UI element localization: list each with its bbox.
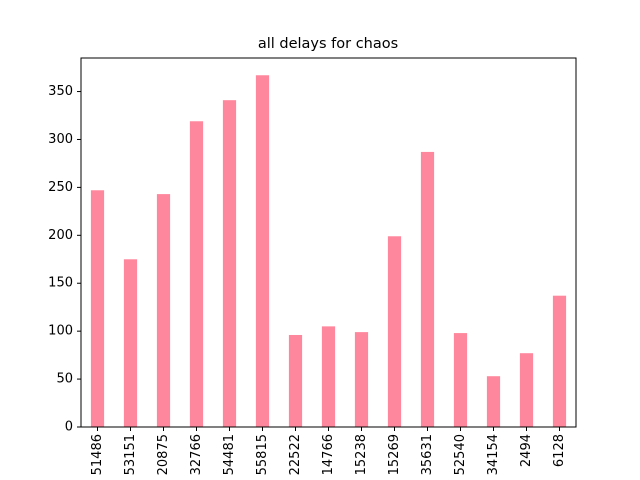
- x-axis: 51486 53151 20875 32766 54481 55815 22522 14766…: [90, 427, 567, 475]
- y-tick-label: 0: [65, 420, 73, 435]
- y-tick-label: 150: [48, 276, 73, 291]
- bar-52540: [453, 333, 468, 427]
- x-tick-label: 15238: [354, 434, 369, 475]
- plot-area-frame: [80, 57, 577, 428]
- x-tick-label: 34154: [486, 434, 501, 475]
- bar-22522: [288, 334, 303, 427]
- x-tick-label: 52540: [453, 434, 468, 475]
- chart-title: all delays for chaos: [258, 36, 398, 52]
- bar-53151: [123, 259, 138, 427]
- y-tick-label: 300: [48, 132, 73, 147]
- bar-15269: [387, 236, 402, 427]
- x-tick-label: 54481: [222, 434, 237, 475]
- bar-2494: [519, 353, 534, 427]
- bar-20875: [156, 194, 171, 427]
- x-tick-label: 14766: [321, 434, 336, 475]
- x-tick-label: 51486: [90, 434, 105, 475]
- y-axis: 0 50 100 150 200 250 300 350: [48, 84, 81, 435]
- y-tick-label: 200: [48, 228, 73, 243]
- bar-55815: [255, 75, 270, 427]
- x-tick-label: 6128: [552, 434, 567, 467]
- bar-34154: [486, 376, 501, 427]
- x-tick-label: 53151: [123, 434, 138, 475]
- bar-15238: [354, 332, 369, 427]
- x-tick-label: 35631: [420, 434, 435, 475]
- x-tick-label: 20875: [156, 434, 171, 475]
- bars-group: [90, 75, 567, 428]
- y-tick-label: 350: [48, 84, 73, 99]
- x-tick-label: 2494: [519, 434, 534, 467]
- x-tick-label: 22522: [288, 434, 303, 475]
- x-tick-label: 32766: [189, 434, 204, 475]
- bar-32766: [189, 121, 204, 427]
- y-tick-label: 250: [48, 180, 73, 195]
- bar-14766: [321, 326, 336, 427]
- bar-35631: [420, 151, 435, 427]
- bar-6128: [552, 295, 567, 427]
- x-tick-label: 55815: [255, 434, 270, 475]
- y-tick-label: 100: [48, 324, 73, 339]
- bar-54481: [222, 100, 237, 428]
- y-tick-label: 50: [56, 372, 73, 387]
- x-tick-label: 15269: [387, 434, 402, 475]
- bar-51486: [90, 190, 105, 427]
